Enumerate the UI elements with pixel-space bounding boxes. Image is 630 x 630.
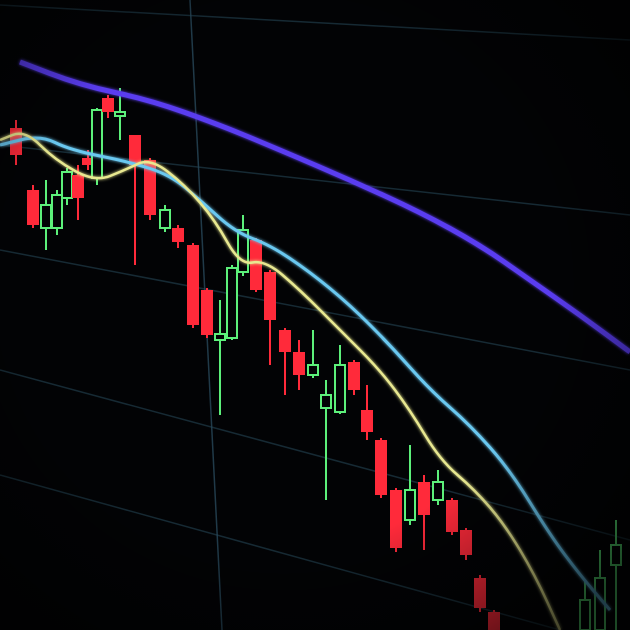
chart-photo <box>0 0 630 630</box>
vignette <box>0 0 630 630</box>
